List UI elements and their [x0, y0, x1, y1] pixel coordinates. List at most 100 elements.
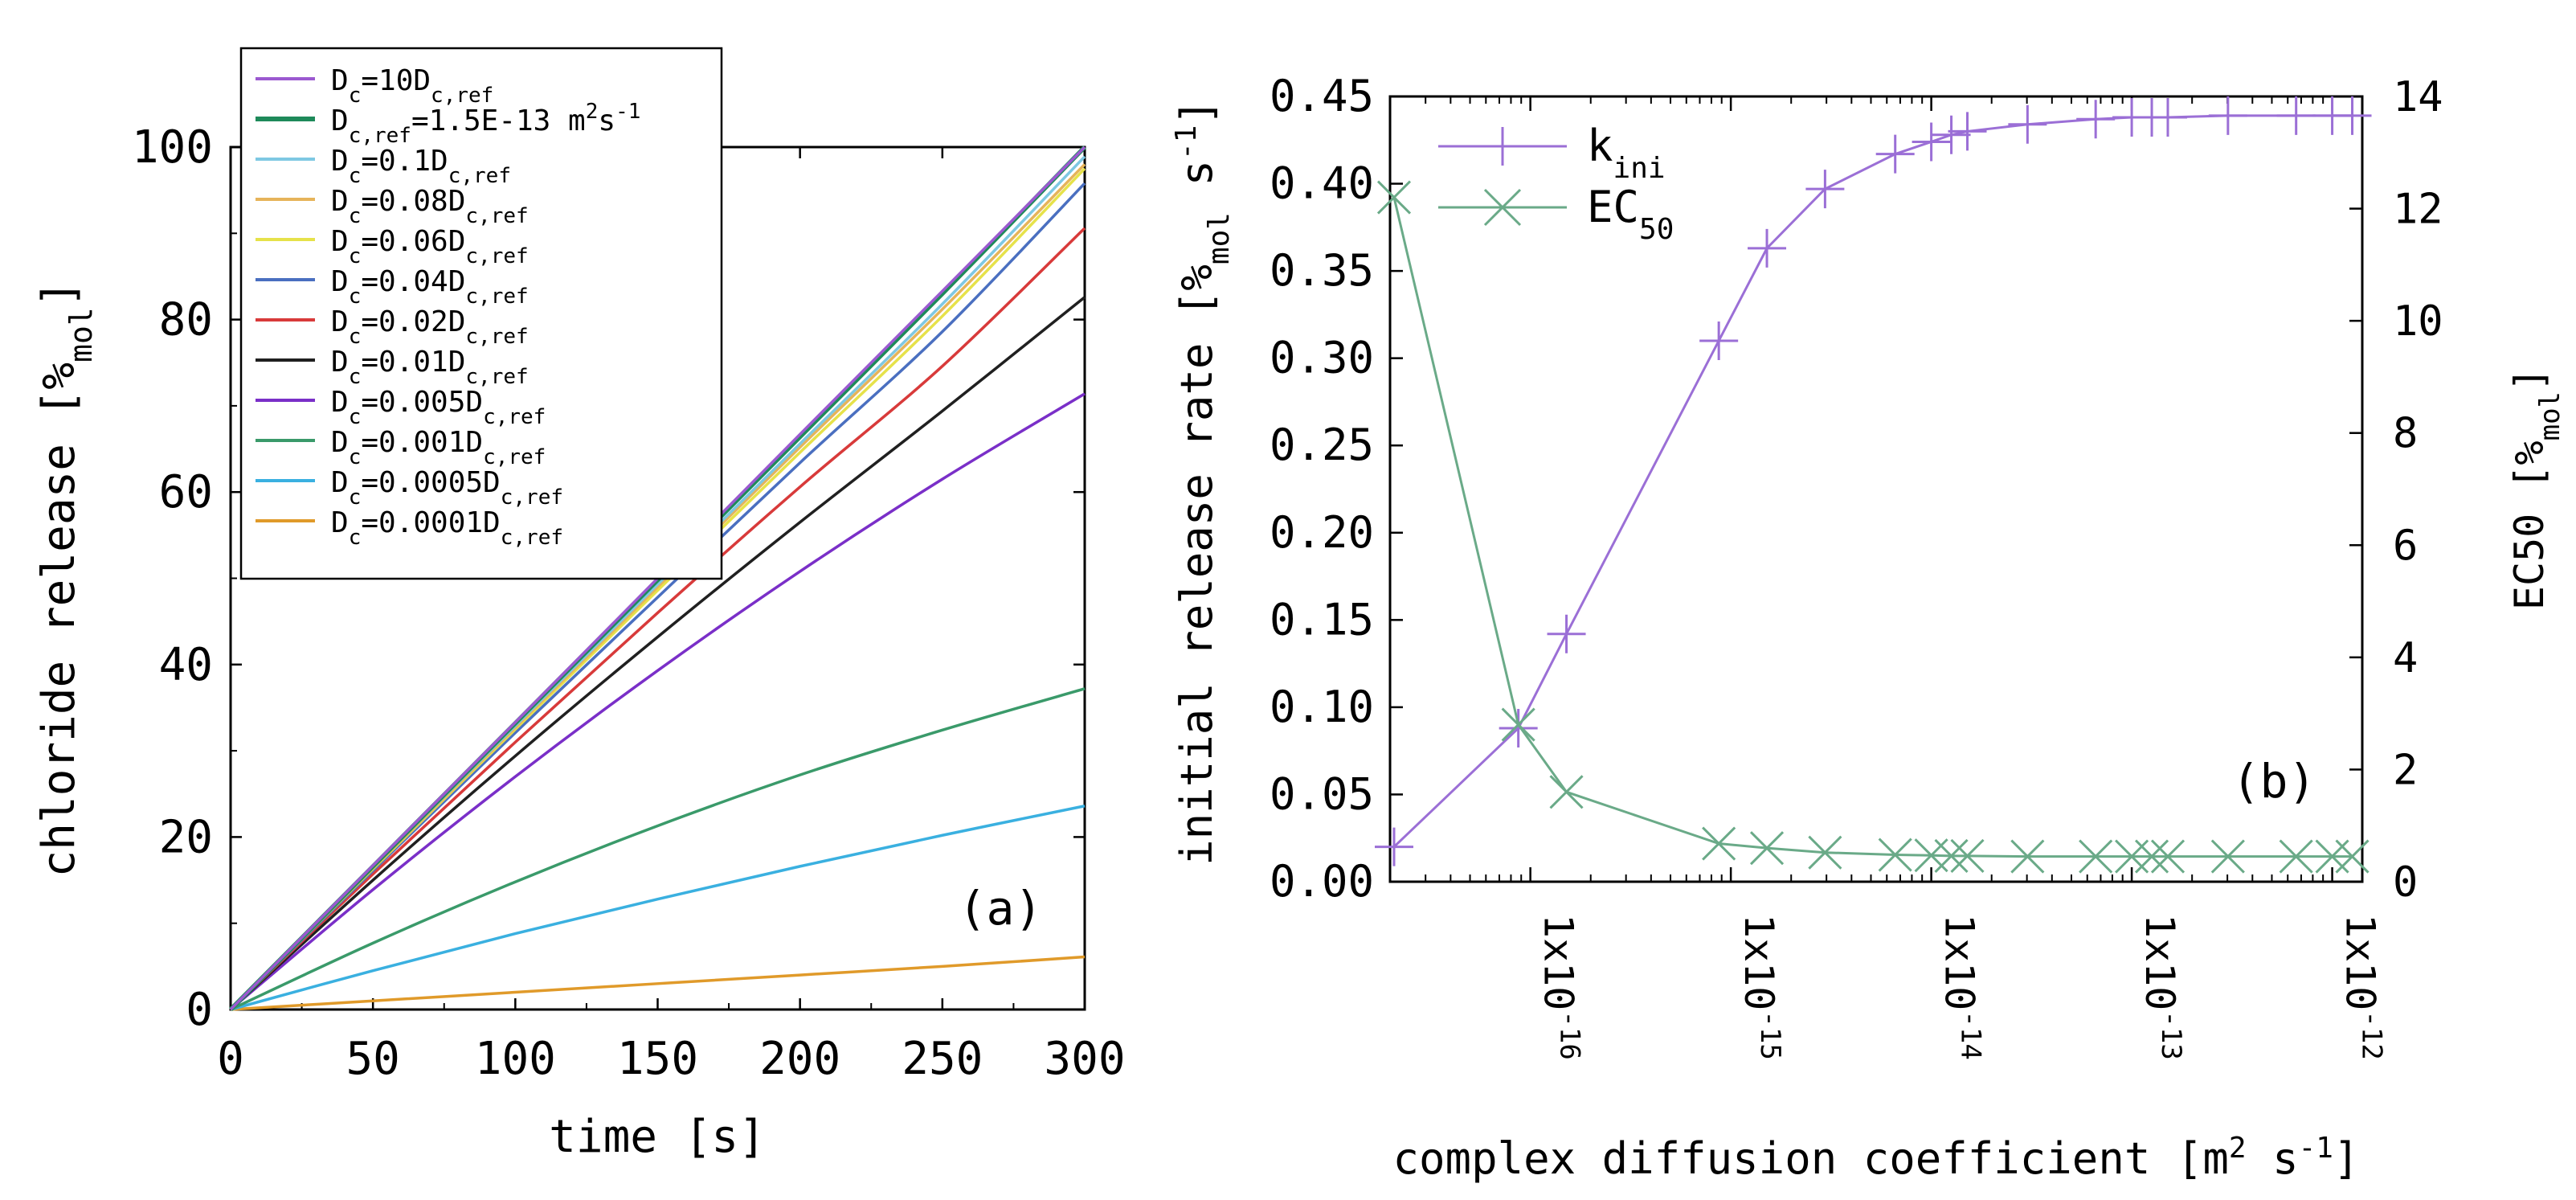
- legend-text: =0.0001D: [361, 506, 500, 539]
- data-point-x: [2079, 839, 2113, 874]
- legend-entry: Dc=0.02Dc,ref: [331, 305, 529, 349]
- data-point-x: [2279, 839, 2313, 874]
- legend-sub: c: [349, 365, 362, 389]
- legend-entry: Dc=0.1Dc,ref: [331, 145, 511, 188]
- panel-b-ticks: 1x10-161x10-151x10-141x10-131x10-120.000…: [1270, 71, 2443, 1060]
- x-tick-exp: -14: [1955, 1010, 1987, 1059]
- panel-b-ylabel-right-main: EC50 [%: [2506, 440, 2553, 610]
- data-point-plus: [1912, 122, 1951, 162]
- panel-b-ylabel-right-end: ]: [2506, 367, 2553, 391]
- panel-a-ticks: 0 50 100 150 200 250 300 0 20 40 60 80 100: [132, 121, 1126, 1085]
- data-point-plus: [1748, 228, 1787, 268]
- x-tick-label: 100: [475, 1033, 556, 1085]
- legend-name: k: [1587, 121, 1613, 171]
- x-tick-exp: -15: [1754, 1010, 1786, 1059]
- data-point-x: [1808, 835, 1842, 870]
- legend-text: D: [331, 506, 349, 539]
- x-tick-label: 50: [346, 1033, 399, 1085]
- y-tick-label: 40: [159, 639, 213, 691]
- panel-b-plot-frame: [1388, 95, 2364, 883]
- y-left-tick-label: 0.30: [1270, 333, 1374, 383]
- panel-b-ylabel-right-sub: mol: [2534, 391, 2566, 440]
- data-point-x: [2010, 839, 2045, 874]
- panel-b-xlabel-end: ]: [2333, 1133, 2360, 1184]
- data-point-plus: [2149, 98, 2187, 137]
- legend-text: =0.08D: [361, 185, 465, 218]
- data-point-plus: [2008, 104, 2047, 144]
- x-tick-label: 1x10-12: [2337, 914, 2388, 1060]
- legend-sub: c: [349, 285, 362, 309]
- x-tick-exp: -16: [1554, 1010, 1586, 1059]
- y-right-tick-label: 12: [2393, 186, 2443, 234]
- y-left-tick-label: 0.35: [1270, 245, 1374, 296]
- panel-b-xlabel-mid: s: [2247, 1133, 2299, 1184]
- data-point-plus: [2276, 96, 2316, 135]
- legend-sub: c,ref: [431, 84, 493, 108]
- legend-text: =0.04D: [361, 265, 465, 298]
- data-point-plus: [1932, 115, 1971, 154]
- y-tick-label: 80: [159, 294, 213, 346]
- legend-sub: c: [349, 485, 362, 510]
- data-point-plus: [1805, 170, 1845, 209]
- legend-text: D: [331, 185, 349, 218]
- x-tick-base: 1x10: [1535, 914, 1582, 1010]
- legend-entry: Dc=10Dc,ref: [331, 64, 493, 108]
- legend-sub: c: [349, 526, 362, 550]
- legend-sup: -1: [615, 100, 640, 124]
- legend-text: =1.5E-13 m: [411, 104, 586, 137]
- data-point-plus: [1374, 827, 1413, 866]
- legend-text: D: [331, 426, 349, 459]
- data-point-x: [2335, 839, 2370, 874]
- panel-b-xlabel: complex diffusion coefficient [m2 s-1]: [1393, 1132, 2360, 1185]
- x-tick-label: 300: [1044, 1033, 1125, 1085]
- legend-entry: kini: [1587, 121, 1666, 185]
- x-tick-exp: -12: [2356, 1010, 2388, 1059]
- legend-sub: c,ref: [501, 526, 563, 550]
- series-line: [229, 392, 1086, 1011]
- y-tick-label: 20: [159, 811, 213, 863]
- legend-text: D: [331, 466, 349, 499]
- legend-text: =0.01D: [361, 346, 465, 379]
- y-right-tick-label: 2: [2393, 746, 2418, 794]
- y-tick-label: 0: [186, 984, 213, 1036]
- y-left-tick-label: 0.15: [1270, 594, 1374, 645]
- panel-b-ylabel-left-end: ]: [1171, 99, 1222, 125]
- x-tick-label: 250: [902, 1033, 983, 1085]
- data-point-x: [2210, 839, 2245, 874]
- data-point-x: [1749, 831, 1785, 866]
- y-left-tick-label: 0.20: [1270, 507, 1374, 558]
- data-point-plus: [1875, 134, 1915, 174]
- legend-sub: c: [349, 84, 362, 108]
- legend-text: D: [331, 305, 349, 338]
- panel-a-ylabel-sub: mol: [63, 307, 99, 362]
- y-right-tick-label: 10: [2393, 297, 2443, 346]
- y-left-tick-label: 0.40: [1270, 158, 1374, 209]
- panel-b-xlabel-sup2: -1: [2299, 1132, 2333, 1165]
- legend-sub: c,ref: [501, 485, 563, 510]
- series-line: [229, 227, 1086, 1011]
- legend-entry: Dc=0.001Dc,ref: [331, 426, 546, 469]
- legend-sub: c: [349, 445, 362, 469]
- legend-name: EC: [1587, 182, 1639, 232]
- panel-b: 1x10-161x10-151x10-141x10-131x10-120.000…: [1170, 71, 2567, 1184]
- y-right-tick-label: 4: [2393, 634, 2418, 682]
- legend-sub: c,ref: [483, 405, 546, 429]
- legend-entry: Dc=0.08Dc,ref: [331, 185, 529, 228]
- legend-text: D: [331, 265, 349, 298]
- legend-sub: c,ref: [465, 325, 528, 349]
- x-tick-base: 1x10: [2337, 914, 2384, 1010]
- x-tick-label: 200: [759, 1033, 840, 1085]
- panel-a-label: (a): [959, 881, 1043, 936]
- legend-text: D: [331, 386, 349, 419]
- legend-name-sub: ini: [1613, 152, 1666, 185]
- data-point-x: [2150, 839, 2186, 874]
- x-tick-label: 150: [617, 1033, 698, 1085]
- data-point-x: [1376, 180, 1412, 215]
- legend-sub: c,ref: [349, 124, 411, 148]
- legend-text: =0.005D: [361, 386, 483, 419]
- data-point-plus: [1948, 112, 1987, 151]
- y-left-tick-label: 0.10: [1270, 682, 1374, 732]
- y-right-tick-label: 0: [2393, 858, 2418, 907]
- legend-entry: Dc=0.0001Dc,ref: [331, 506, 563, 550]
